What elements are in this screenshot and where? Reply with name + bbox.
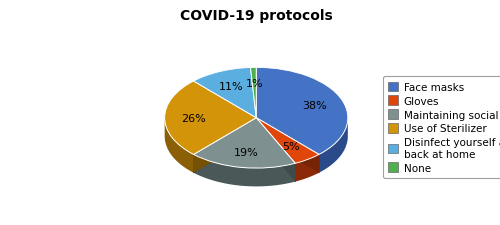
Text: 11%: 11% — [219, 82, 244, 92]
Polygon shape — [295, 155, 319, 182]
Polygon shape — [319, 119, 348, 173]
Wedge shape — [256, 68, 348, 155]
Polygon shape — [194, 118, 256, 173]
Wedge shape — [194, 118, 295, 168]
Polygon shape — [164, 119, 194, 173]
Text: COVID-19 protocols: COVID-19 protocols — [180, 9, 332, 22]
Wedge shape — [194, 68, 256, 118]
Polygon shape — [194, 155, 295, 187]
Polygon shape — [256, 118, 295, 182]
Wedge shape — [250, 68, 256, 118]
Polygon shape — [194, 118, 256, 173]
Text: 19%: 19% — [234, 147, 259, 157]
Polygon shape — [256, 118, 295, 182]
Text: 38%: 38% — [302, 101, 326, 111]
Text: 1%: 1% — [246, 79, 263, 89]
Text: 5%: 5% — [282, 141, 300, 151]
Legend: Face masks, Gloves, Maintaining social distance, Use of Sterilizer, Disinfect yo: Face masks, Gloves, Maintaining social d… — [383, 77, 500, 178]
Polygon shape — [256, 118, 319, 173]
Wedge shape — [256, 118, 319, 164]
Polygon shape — [256, 118, 319, 173]
Wedge shape — [164, 82, 256, 155]
Text: 26%: 26% — [182, 113, 206, 123]
